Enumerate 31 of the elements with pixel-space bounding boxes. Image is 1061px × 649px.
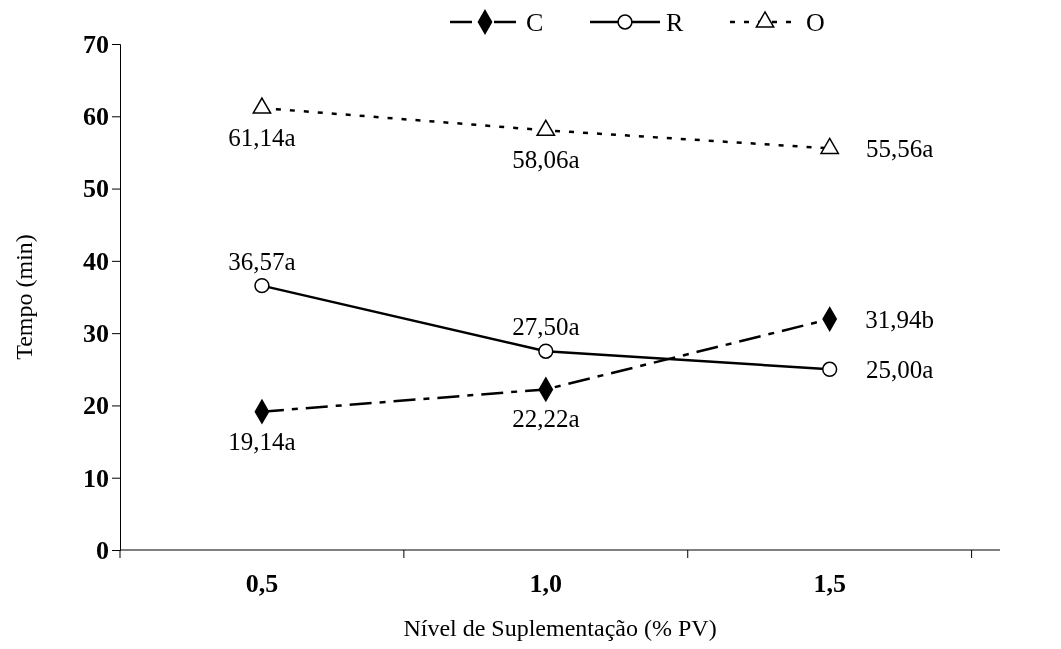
- point: [822, 361, 838, 377]
- data-label: 31,94b: [865, 306, 935, 334]
- y-tick-label: 10: [83, 463, 109, 493]
- x-tick-label: 1,5: [813, 569, 846, 598]
- legend-label: O: [806, 8, 825, 37]
- x-tick-label: 0,5: [245, 569, 279, 598]
- x-tick-label: 1,0: [529, 569, 563, 598]
- y-tick-label: 0: [96, 535, 109, 565]
- legend-label: R: [666, 8, 684, 37]
- data-label: 22,22a: [512, 405, 580, 433]
- legend-label: C: [526, 8, 544, 37]
- y-tick-label: 50: [83, 174, 109, 204]
- y-tick-label: 40: [83, 246, 109, 276]
- data-label: 58,06a: [512, 146, 580, 174]
- data-label: 61,14a: [228, 124, 296, 152]
- point: [820, 137, 840, 155]
- y-tick-label: 70: [83, 29, 109, 59]
- y-tick-label: 60: [83, 102, 109, 132]
- point: [252, 97, 272, 114]
- data-label: 27,50a: [512, 313, 580, 341]
- y-axis-title: Tempo (min): [11, 234, 37, 360]
- point: [538, 343, 554, 359]
- data-label: 19,14a: [228, 427, 296, 455]
- data-label: 25,00a: [866, 356, 934, 384]
- y-tick-label: 20: [83, 391, 109, 421]
- point: [254, 278, 270, 294]
- data-label: 36,57a: [228, 247, 296, 275]
- x-axis-title: Nível de Suplementação (% PV): [403, 615, 717, 641]
- data-label: 55,56a: [866, 135, 934, 163]
- point: [536, 119, 556, 137]
- y-tick-label: 30: [83, 318, 109, 348]
